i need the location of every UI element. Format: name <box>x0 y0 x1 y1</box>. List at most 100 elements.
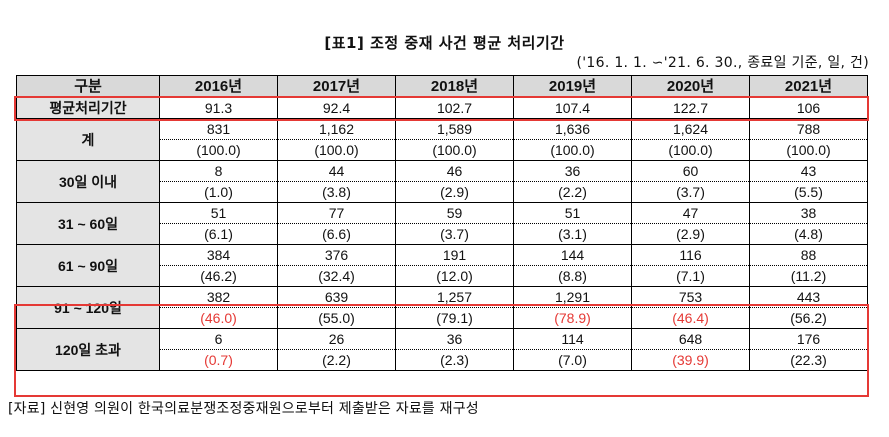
count-cell: 1,589 <box>395 118 514 140</box>
count-cell: 36 <box>395 328 514 350</box>
count-row: 30일 이내 8 44 46 36 60 43 <box>16 160 868 203</box>
count-cell: 376 <box>277 244 396 266</box>
percent-cell: (3.7) <box>631 181 750 203</box>
percent-cell: (8.8) <box>513 265 632 287</box>
percent-cell: (100.0) <box>159 139 278 161</box>
count-row: 31 ~ 60일 51 77 59 51 47 38 <box>16 202 868 245</box>
count-cell: 8 <box>159 160 278 182</box>
header-year: 2021년 <box>749 75 868 98</box>
count-cell: 59 <box>395 202 514 224</box>
count-cell: 6 <box>159 328 278 350</box>
percent-cell: (46.4) <box>631 307 750 329</box>
count-cell: 51 <box>513 202 632 224</box>
count-cell: 176 <box>749 328 868 350</box>
header-year: 2019년 <box>513 75 632 98</box>
count-cell: 44 <box>277 160 396 182</box>
count-cell: 382 <box>159 286 278 308</box>
count-cell: 47 <box>631 202 750 224</box>
percent-cell: (2.9) <box>631 223 750 245</box>
count-cell: 43 <box>749 160 868 182</box>
average-value-cell: 92.4 <box>277 97 396 119</box>
count-cell: 116 <box>631 244 750 266</box>
table-title: [표1] 조정 중재 사건 평균 처리기간 <box>324 34 565 52</box>
count-cell: 46 <box>395 160 514 182</box>
count-row: 91 ~ 120일 382 639 1,257 1,291 753 443 <box>16 286 868 329</box>
percent-cell: (56.2) <box>749 307 868 329</box>
percent-cell: (2.2) <box>513 181 632 203</box>
percent-cell: (3.1) <box>513 223 632 245</box>
count-cell: 1,624 <box>631 118 750 140</box>
count-cell: 26 <box>277 328 396 350</box>
percent-cell: (2.9) <box>395 181 514 203</box>
table-unit-note: ('16. 1. 1. ∽'21. 6. 30., 종료일 기준, 일, 건) <box>576 55 869 71</box>
percent-cell: (1.0) <box>159 181 278 203</box>
percent-cell: (2.2) <box>277 349 396 371</box>
average-value-cell: 122.7 <box>631 97 750 119</box>
count-cell: 77 <box>277 202 396 224</box>
percent-cell: (4.8) <box>749 223 868 245</box>
count-cell: 443 <box>749 286 868 308</box>
average-value-cell: 107.4 <box>513 97 632 119</box>
processing-period-table: 구분 2016년 2017년 2018년 2019년 2020년 2021년 평… <box>16 75 868 371</box>
percent-cell: (100.0) <box>277 139 396 161</box>
count-cell: 639 <box>277 286 396 308</box>
percent-cell: (100.0) <box>749 139 868 161</box>
header-year: 2016년 <box>159 75 278 98</box>
header-category: 구분 <box>16 75 160 98</box>
count-cell: 1,291 <box>513 286 632 308</box>
percent-cell: (3.7) <box>395 223 514 245</box>
count-cell: 60 <box>631 160 750 182</box>
header-year: 2020년 <box>631 75 750 98</box>
count-cell: 1,257 <box>395 286 514 308</box>
count-cell: 384 <box>159 244 278 266</box>
average-row-label: 평균처리기간 <box>16 97 160 119</box>
percent-cell: (5.5) <box>749 181 868 203</box>
percent-cell: (100.0) <box>513 139 632 161</box>
average-value-cell: 102.7 <box>395 97 514 119</box>
percent-cell: (3.8) <box>277 181 396 203</box>
average-value-cell: 91.3 <box>159 97 278 119</box>
percent-cell: (7.0) <box>513 349 632 371</box>
percent-cell: (100.0) <box>631 139 750 161</box>
count-cell: 753 <box>631 286 750 308</box>
row-category-label: 120일 초과 <box>16 328 160 371</box>
percent-cell: (39.9) <box>631 349 750 371</box>
count-cell: 1,636 <box>513 118 632 140</box>
percent-row: (100.0) (100.0) (100.0) (100.0) (100.0) (100.… <box>17 139 868 161</box>
row-category-label: 31 ~ 60일 <box>16 202 160 245</box>
count-cell: 191 <box>395 244 514 266</box>
row-category-label: 91 ~ 120일 <box>16 286 160 329</box>
header-row: 구분 2016년 2017년 2018년 2019년 2020년 2021년 <box>16 75 868 98</box>
percent-cell: (100.0) <box>395 139 514 161</box>
header-year: 2017년 <box>277 75 396 98</box>
count-cell: 36 <box>513 160 632 182</box>
percent-cell: (0.7) <box>159 349 278 371</box>
header-year: 2018년 <box>395 75 514 98</box>
average-row: 평균처리기간 91.3 92.4 102.7 107.4 122.7 106 <box>16 97 868 119</box>
percent-cell: (11.2) <box>749 265 868 287</box>
count-row: 120일 초과 6 26 36 114 648 176 <box>16 328 868 371</box>
count-cell: 38 <box>749 202 868 224</box>
count-row: 61 ~ 90일 384 376 191 144 116 88 <box>16 244 868 287</box>
row-category-label: 61 ~ 90일 <box>16 244 160 287</box>
percent-cell: (22.3) <box>749 349 868 371</box>
count-cell: 1,162 <box>277 118 396 140</box>
percent-cell: (32.4) <box>277 265 396 287</box>
data-source-note: [자료] 신현영 의원이 한국의료분쟁조정중재원으로부터 제출받은 자료를 재구… <box>8 401 479 417</box>
count-row: 계 831 1,162 1,589 1,636 1,624 788 <box>16 118 868 161</box>
count-cell: 88 <box>749 244 868 266</box>
percent-cell: (2.3) <box>395 349 514 371</box>
row-category-label: 30일 이내 <box>16 160 160 203</box>
percent-cell: (6.1) <box>159 223 278 245</box>
count-cell: 788 <box>749 118 868 140</box>
count-cell: 648 <box>631 328 750 350</box>
row-category-label: 계 <box>16 118 160 161</box>
percent-cell: (6.6) <box>277 223 396 245</box>
percent-cell: (55.0) <box>277 307 396 329</box>
percent-row: (6.1) (6.6) (3.7) (3.1) (2.9) (4.8) <box>17 223 868 245</box>
count-cell: 831 <box>159 118 278 140</box>
percent-cell: (12.0) <box>395 265 514 287</box>
percent-cell: (46.0) <box>159 307 278 329</box>
count-cell: 51 <box>159 202 278 224</box>
count-cell: 114 <box>513 328 632 350</box>
